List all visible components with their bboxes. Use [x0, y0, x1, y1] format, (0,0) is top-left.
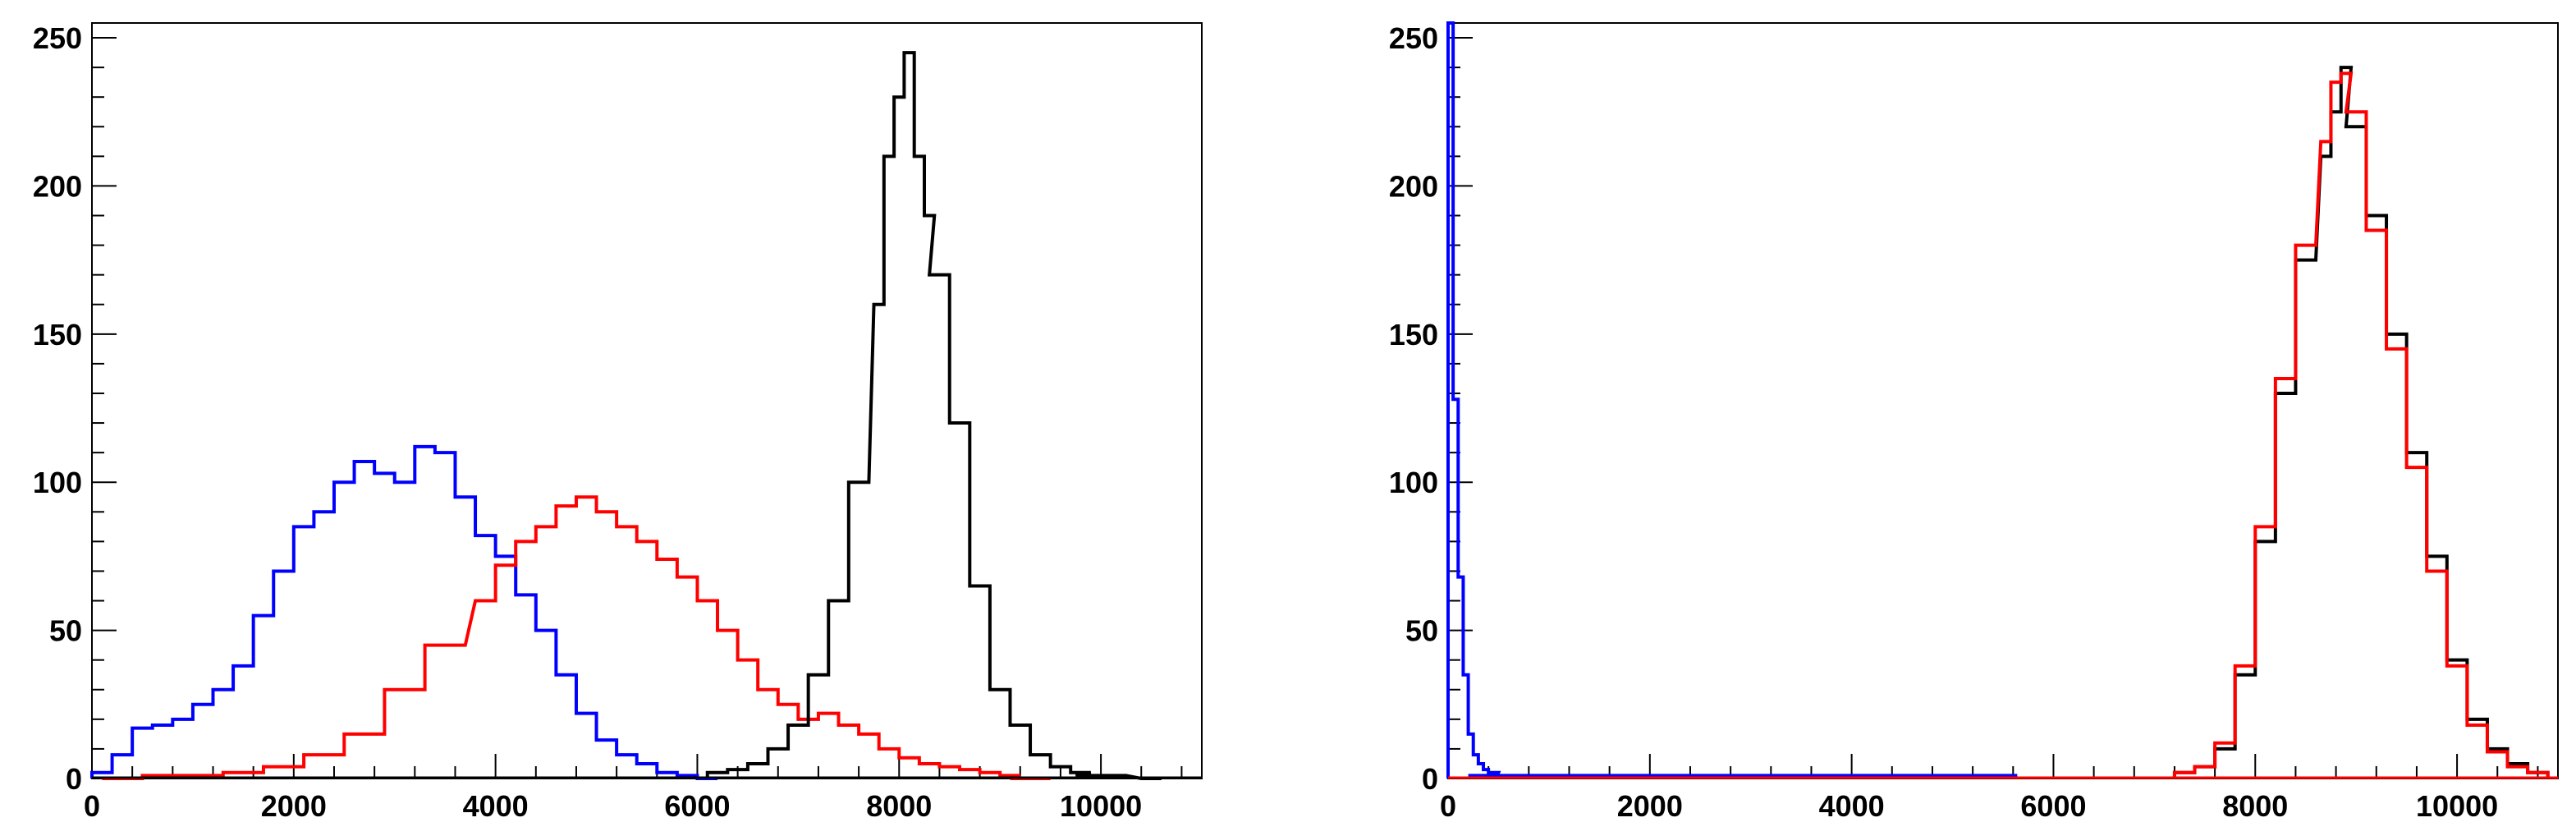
y-tick-label: 100	[1389, 466, 1438, 499]
plot-frame	[91, 22, 1203, 779]
x-tick-label: 10000	[2416, 789, 2498, 823]
y-tick-label: 50	[1405, 614, 1438, 648]
left-histogram-panel: 0 2000 4000 6000 8000 10000 0 50 100 150 200 250	[33, 21, 1203, 823]
x-tick-label: 10000	[1060, 789, 1142, 823]
x-tick-label: 6000	[664, 789, 730, 823]
x-tick-label: 6000	[2020, 789, 2086, 823]
histogram-series-2	[705, 51, 1162, 780]
histogram-series-1	[102, 495, 1051, 780]
y-tick-label: 100	[33, 466, 82, 499]
histogram-series-1	[2172, 66, 2550, 779]
x-tick-label: 0	[84, 789, 100, 823]
histogram-series-0	[1446, 21, 2018, 779]
x-tick-label: 8000	[866, 789, 932, 823]
plot-frame	[1447, 22, 2559, 779]
x-tick-label: 2000	[1617, 789, 1683, 823]
x-tick-label: 0	[1440, 789, 1456, 823]
histogram-series-2	[2172, 71, 2550, 779]
x-tick-label: 2000	[261, 789, 327, 823]
y-tick-label: 0	[1422, 762, 1438, 796]
x-tick-label: 8000	[2222, 789, 2288, 823]
y-tick-label: 150	[33, 318, 82, 351]
y-tick-label: 200	[1389, 169, 1438, 203]
x-tick-label: 4000	[1819, 789, 1885, 823]
y-tick-label: 150	[1389, 318, 1438, 351]
y-tick-label: 250	[1389, 21, 1438, 55]
histogram-series-0	[90, 444, 718, 780]
right-histogram-panel: 0 2000 4000 6000 8000 10000 0 50 100 150 200 250	[1389, 21, 2559, 823]
y-tick-label: 250	[33, 21, 82, 55]
y-tick-label: 0	[66, 762, 82, 796]
y-tick-label: 200	[33, 169, 82, 203]
y-tick-label: 50	[49, 614, 82, 648]
x-tick-label: 4000	[463, 789, 529, 823]
